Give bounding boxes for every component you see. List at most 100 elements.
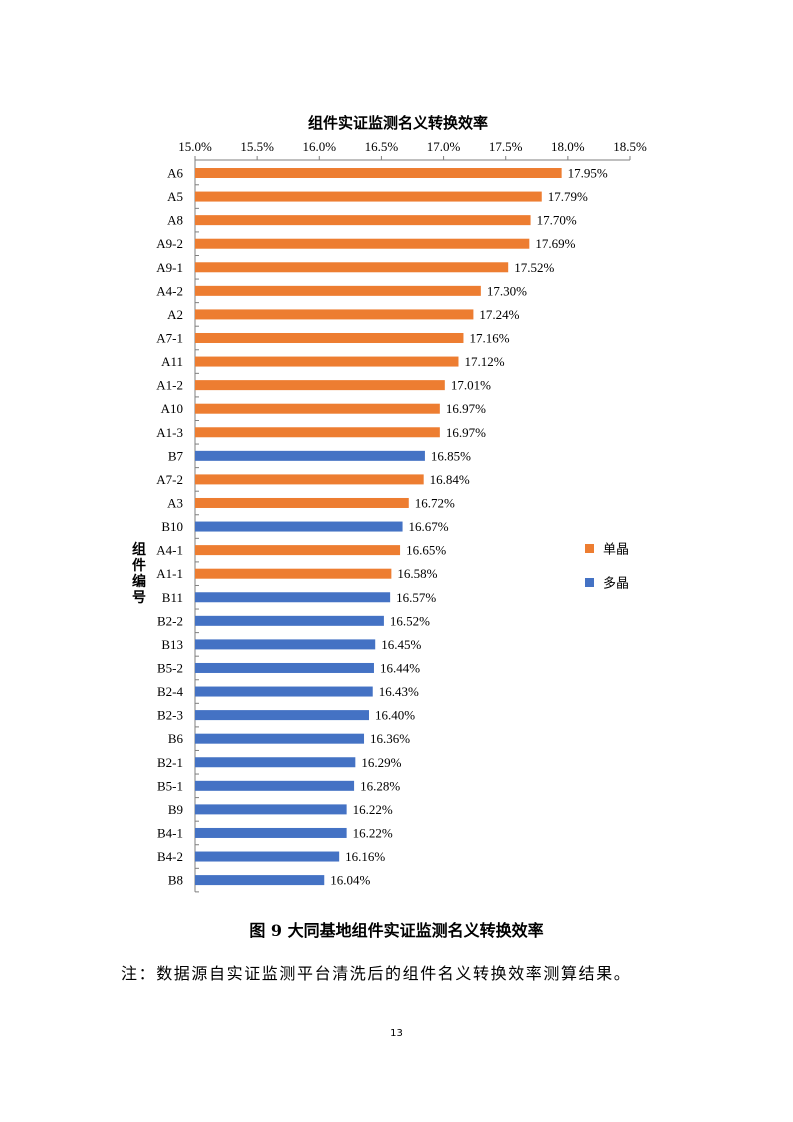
bar [195,215,531,226]
category-label: A3 [167,495,183,510]
data-label: 16.97% [446,425,486,440]
category-label: B9 [168,802,183,817]
data-label: 17.30% [487,283,527,298]
category-label: B2-1 [157,755,183,770]
bar [195,521,403,532]
bar [195,309,474,320]
figure-caption: 图 9 大同基地组件实证监测名义转换效率 [249,921,544,940]
category-label: A6 [167,166,183,181]
category-label: B5-2 [157,660,183,675]
bar [195,332,464,343]
category-label: A1-3 [156,425,183,440]
category-label: A8 [167,213,183,228]
category-label: A10 [161,401,183,416]
category-label: B5-1 [157,778,183,793]
bar [195,474,424,485]
data-label: 16.72% [415,495,455,510]
category-label: B2-4 [157,684,184,699]
data-label: 16.52% [390,613,430,628]
efficiency-bar-chart: 组件实证监测名义转换效率 15.0% 15.5% 16.0% 16.5% 17.0% 17… [132,114,647,893]
bar [195,827,347,838]
category-label: B4-2 [157,849,183,864]
category-label: B6 [168,731,184,746]
data-label: 17.52% [514,260,554,275]
data-label: 17.01% [451,378,491,393]
x-tick-label: 16.5% [365,139,399,154]
y-label-char: 号 [132,590,146,606]
y-axis: A6 A5 A8 A9-2 A9-1 A4-2 A2 A7-1 A11 A1-2 A10 A1-3 B7… [156,159,199,893]
x-tick-label: 18.0% [551,139,585,154]
data-label: 16.65% [406,543,446,558]
chart-title: 组件实证监测名义转换效率 [308,114,488,132]
legend-swatch [585,544,594,553]
category-label: A11 [161,354,183,369]
bar [195,450,425,461]
data-label: 17.16% [469,330,509,345]
y-label-char: 编 [132,573,146,590]
bar [195,262,509,273]
bar [195,639,376,650]
y-label-char: 组 [132,541,146,558]
bar [195,380,445,391]
x-axis: 15.0% 15.5% 16.0% 16.5% 17.0% 17.5% 18.0% 18.5% [178,139,647,161]
x-tick-label: 15.5% [240,139,274,154]
bar [195,804,347,815]
category-label: A7-1 [156,330,183,345]
category-label: B7 [168,448,184,463]
data-label: 16.58% [397,566,437,581]
category-label: B11 [162,590,183,605]
bar [195,403,440,414]
bar [195,733,365,744]
data-label: 16.29% [361,755,401,770]
y-label-char: 件 [132,557,146,574]
data-label: 16.67% [409,519,449,534]
bar [195,285,481,296]
category-label: A4-1 [156,543,183,558]
figure-note: 注：数据源自实证监测平台清洗后的组件名义转换效率测算结果。 [121,964,632,983]
legend-label: 多晶 [603,576,629,592]
category-label: B13 [161,637,183,652]
legend-label: 单晶 [603,543,629,558]
data-label: 16.45% [381,637,421,652]
x-tick-label: 18.5% [613,139,647,154]
bar [195,191,542,202]
category-label: A7-2 [156,472,183,487]
category-label: A9-2 [156,236,183,251]
category-label: A1-1 [156,566,183,581]
data-label: 16.36% [370,731,410,746]
data-label: 17.69% [535,236,575,251]
x-tick-label: 17.5% [489,139,523,154]
bar [195,851,340,862]
x-tick-label: 16.0% [302,139,336,154]
data-label: 16.40% [375,708,415,723]
page-number: 13 [390,1028,403,1039]
bar [195,592,391,603]
data-label: 16.04% [330,873,370,888]
data-label: 16.16% [345,849,385,864]
bar [195,238,530,249]
category-label: A1-2 [156,378,183,393]
data-label: 16.43% [379,684,419,699]
category-label: A5 [167,189,183,204]
data-label: 17.70% [537,213,577,228]
bar [195,568,392,579]
bar [195,356,459,367]
bar [195,168,562,178]
bar [195,545,401,556]
category-label: B2-2 [157,613,183,628]
data-label: 16.28% [360,778,400,793]
data-label: 16.22% [353,825,393,840]
bar [195,427,440,438]
data-label: 16.44% [380,660,420,675]
x-tick-label: 17.0% [427,139,461,154]
bar [195,780,355,791]
category-label: B10 [161,519,183,534]
bar [195,710,369,721]
data-label: 17.95% [568,166,608,181]
data-label: 16.22% [353,802,393,817]
category-label: A9-1 [156,260,183,275]
data-label: 17.12% [464,354,504,369]
x-tick-label: 15.0% [178,139,212,154]
data-label: 16.97% [446,401,486,416]
